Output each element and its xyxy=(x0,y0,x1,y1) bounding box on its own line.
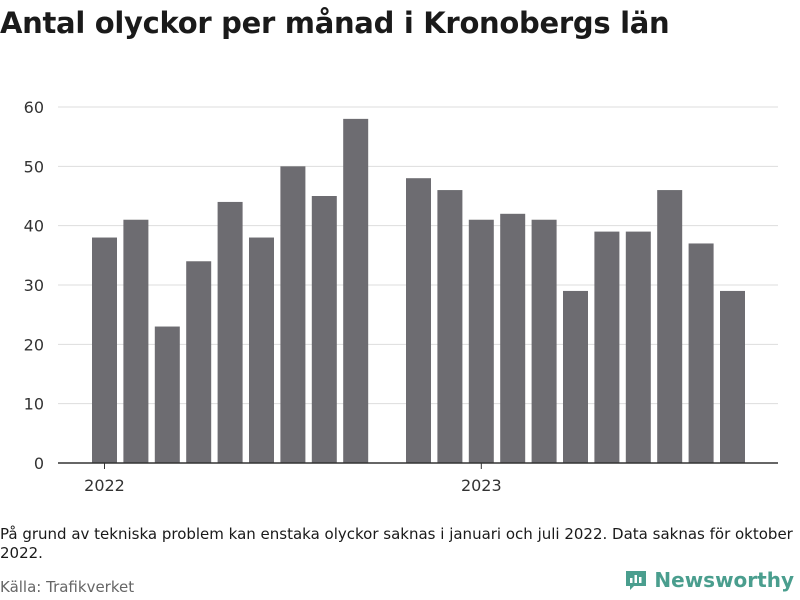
bar xyxy=(343,118,369,463)
bar xyxy=(594,231,620,463)
brand-logo[interactable]: Newsworthy xyxy=(624,568,794,592)
bar xyxy=(563,290,588,463)
y-tick-label: 50 xyxy=(24,157,44,176)
brand-name: Newsworthy xyxy=(654,568,794,592)
bar xyxy=(186,261,212,463)
bars xyxy=(92,118,745,464)
bar xyxy=(280,166,306,463)
bar xyxy=(468,219,494,463)
bar xyxy=(92,237,117,463)
y-tick-label: 40 xyxy=(24,217,44,236)
x-tick-label: 2022 xyxy=(84,476,125,495)
footnote: På grund av tekniska problem kan enstaka… xyxy=(0,525,793,562)
chart-title: Antal olyckor per månad i Kronobergs län xyxy=(0,6,670,40)
bar xyxy=(154,326,180,463)
y-tick-label: 30 xyxy=(24,276,44,295)
y-tick-label: 10 xyxy=(24,395,44,414)
bar-chart: 0 10 20 30 40 50 60 2022 2023 xyxy=(24,98,778,495)
bar xyxy=(123,219,149,463)
bar xyxy=(625,231,651,463)
bar xyxy=(720,290,745,463)
y-tick-label: 60 xyxy=(24,98,44,117)
newsworthy-logo-icon xyxy=(626,571,647,590)
bar xyxy=(437,190,463,464)
bar xyxy=(500,213,526,463)
x-axis: 2022 2023 xyxy=(58,462,778,495)
bar xyxy=(531,219,557,463)
bar xyxy=(249,237,274,463)
y-tick-label: 20 xyxy=(24,335,44,354)
bar xyxy=(406,178,431,463)
x-tick-label: 2023 xyxy=(461,476,502,495)
y-tick-label: 0 xyxy=(34,454,44,473)
bar xyxy=(688,243,714,463)
source-text: Källa: Trafikverket xyxy=(0,578,135,596)
bar xyxy=(311,196,337,463)
bar xyxy=(217,201,243,463)
y-axis-labels: 0 10 20 30 40 50 60 xyxy=(24,98,44,473)
bar xyxy=(657,190,683,464)
